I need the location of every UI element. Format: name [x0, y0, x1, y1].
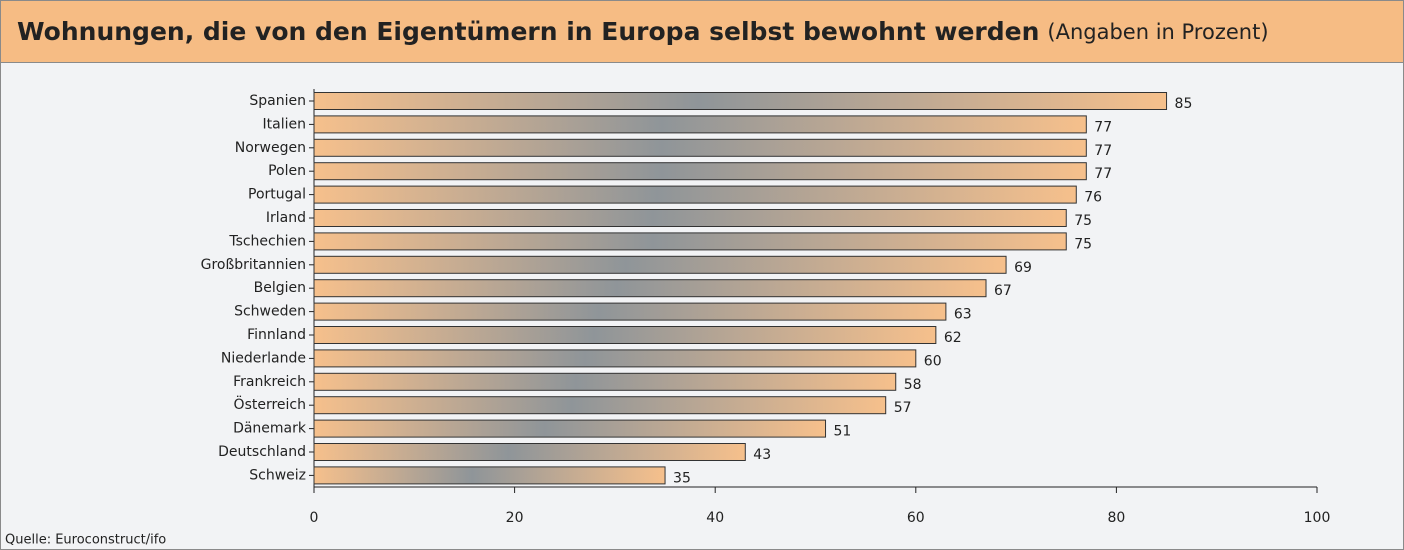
- y-tick-label: Niederlande: [221, 350, 306, 366]
- value-label: 85: [1175, 96, 1193, 112]
- value-label: 76: [1084, 190, 1102, 206]
- value-label: 35: [673, 470, 691, 486]
- value-label: 77: [1094, 166, 1112, 182]
- bar: [313, 92, 1168, 110]
- y-tick-label: Tschechien: [228, 233, 306, 249]
- bar: [313, 162, 1087, 181]
- value-label: 62: [944, 330, 962, 346]
- y-tick-label: Frankreich: [233, 374, 306, 390]
- value-label: 69: [1014, 260, 1032, 276]
- y-tick-label: Großbritannien: [201, 257, 306, 273]
- x-tick-label: 60: [907, 510, 925, 526]
- bar: [313, 419, 827, 438]
- x-tick-label: 100: [1304, 510, 1331, 526]
- y-tick-label: Dänemark: [233, 421, 307, 437]
- bar: [313, 279, 987, 298]
- value-label: 60: [924, 353, 942, 369]
- y-tick-label: Norwegen: [235, 140, 306, 156]
- bar: [313, 443, 746, 461]
- x-tick-label: 40: [706, 510, 724, 526]
- value-label: 57: [894, 400, 912, 416]
- bar: [313, 326, 937, 344]
- y-tick-label: Italien: [263, 116, 306, 132]
- y-tick-label: Polen: [268, 163, 306, 179]
- y-tick-label: Deutschland: [218, 444, 306, 460]
- bar: [313, 302, 947, 321]
- source-note: Quelle: Euroconstruct/ifo: [5, 533, 166, 548]
- bar: [313, 372, 897, 391]
- value-label: 77: [1094, 119, 1112, 135]
- y-tick-label: Finnland: [247, 327, 306, 343]
- value-label: 51: [834, 424, 852, 440]
- value-label: 43: [753, 447, 771, 463]
- y-tick-label: Schweiz: [249, 467, 306, 483]
- y-tick-label: Portugal: [248, 187, 306, 203]
- value-label: 67: [994, 283, 1012, 299]
- bar: [313, 349, 917, 368]
- x-tick-label: 0: [310, 510, 319, 526]
- header: Wohnungen, die von den Eigentümern in Eu…: [1, 1, 1403, 63]
- bar: [313, 466, 666, 485]
- y-tick-label: Spanien: [249, 93, 306, 109]
- value-label: 77: [1094, 143, 1112, 159]
- y-tick-label: Schweden: [234, 304, 306, 320]
- chart-subtitle: (Angaben in Prozent): [1047, 19, 1269, 44]
- bar: [313, 115, 1087, 134]
- value-label: 58: [904, 377, 922, 393]
- value-label: 63: [954, 307, 972, 323]
- bar: [313, 232, 1067, 251]
- bar: [313, 209, 1067, 227]
- value-label: 75: [1074, 213, 1092, 229]
- bar: [313, 185, 1077, 204]
- bar: [313, 396, 887, 415]
- value-label: 75: [1074, 236, 1092, 252]
- y-tick-label: Belgien: [254, 280, 306, 296]
- bar: [313, 255, 1007, 274]
- bar: [313, 138, 1087, 157]
- y-tick-label: Österreich: [234, 395, 306, 413]
- x-tick-label: 80: [1107, 510, 1125, 526]
- y-tick-label: Irland: [266, 210, 306, 226]
- x-tick-label: 20: [506, 510, 524, 526]
- chart-title: Wohnungen, die von den Eigentümern in Eu…: [17, 17, 1040, 46]
